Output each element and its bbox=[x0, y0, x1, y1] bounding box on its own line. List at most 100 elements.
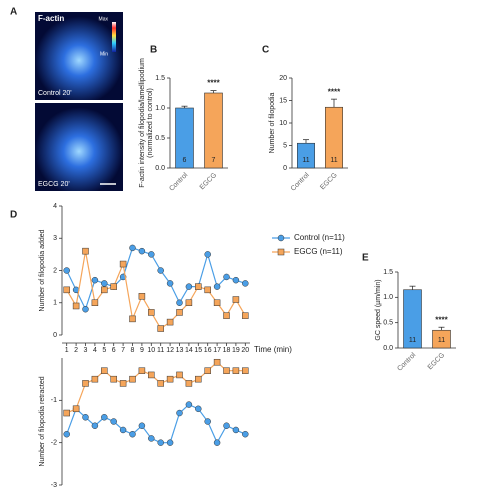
marker bbox=[213, 299, 221, 306]
x-tick-label: 3 bbox=[84, 347, 88, 354]
y-tick-label: 0 bbox=[283, 165, 287, 172]
y-tick-label: 0.5 bbox=[383, 320, 393, 327]
y-tick-label: 3 bbox=[53, 235, 57, 242]
marker bbox=[148, 251, 155, 258]
marker bbox=[63, 286, 70, 294]
color-scale bbox=[112, 22, 116, 52]
marker bbox=[232, 367, 240, 374]
legend-marker bbox=[277, 248, 285, 256]
x-tick-label: 19 bbox=[232, 347, 240, 354]
x-tick-label: 9 bbox=[140, 347, 144, 354]
marker bbox=[110, 283, 117, 290]
marker bbox=[223, 367, 230, 374]
marker bbox=[195, 405, 202, 413]
marker bbox=[129, 430, 136, 438]
marker bbox=[63, 430, 70, 438]
y-axis-label: Number of filopodia retracted bbox=[39, 376, 46, 466]
y-tick-label: 1.5 bbox=[155, 75, 165, 82]
marker bbox=[138, 293, 146, 300]
x-tick-label: 7 bbox=[121, 347, 125, 354]
marker bbox=[148, 435, 155, 442]
marker bbox=[213, 283, 221, 290]
marker bbox=[176, 309, 183, 316]
marker bbox=[129, 244, 136, 252]
marker bbox=[185, 283, 193, 290]
marker bbox=[72, 405, 80, 413]
bar bbox=[297, 142, 315, 169]
x-tick-label: 17 bbox=[213, 347, 221, 354]
n-label: 7 bbox=[212, 157, 216, 164]
marker bbox=[91, 276, 99, 284]
y-tick-label: 0.0 bbox=[155, 165, 165, 172]
image-label: EGCG 20' bbox=[38, 181, 70, 188]
marker bbox=[138, 247, 146, 255]
x-tick-label: 12 bbox=[166, 347, 174, 354]
y-tick-label: 10 bbox=[279, 120, 287, 127]
y-tick-label: 1 bbox=[53, 300, 57, 307]
marker bbox=[185, 299, 193, 306]
y-tick-label: -2 bbox=[51, 440, 57, 447]
n-label: 11 bbox=[302, 157, 309, 164]
x-tick-label: 2 bbox=[74, 347, 78, 354]
marker bbox=[213, 439, 221, 446]
n-label: 6 bbox=[183, 157, 187, 164]
marker bbox=[195, 283, 202, 290]
x-tick-label: Control bbox=[396, 351, 417, 372]
panel-label: D bbox=[10, 210, 17, 221]
y-axis-label: GC speed (µm/min) bbox=[375, 279, 382, 340]
x-tick-label: 11 bbox=[157, 347, 164, 354]
scale-max: Max bbox=[99, 16, 109, 22]
micrograph bbox=[35, 103, 123, 191]
marker bbox=[185, 401, 193, 408]
y-axis-label: (normalized to control) bbox=[147, 88, 154, 158]
x-tick-label: 14 bbox=[185, 347, 193, 354]
marker bbox=[63, 267, 70, 274]
marker bbox=[101, 414, 108, 421]
marker bbox=[91, 299, 99, 306]
y-tick-label: 2 bbox=[53, 267, 57, 274]
x-axis-label: Time (min) bbox=[254, 345, 292, 354]
marker bbox=[176, 299, 183, 306]
y-axis-label: Number of filopodia added bbox=[39, 229, 46, 311]
marker bbox=[242, 280, 249, 287]
marker bbox=[91, 422, 99, 429]
marker bbox=[138, 367, 146, 374]
x-tick-label: 6 bbox=[112, 347, 116, 354]
marker bbox=[242, 312, 249, 319]
x-tick-label: Control bbox=[290, 171, 311, 192]
x-tick-label: Control bbox=[168, 171, 189, 192]
series-line bbox=[66, 361, 246, 414]
x-tick-label: 10 bbox=[147, 347, 155, 354]
marker bbox=[138, 422, 146, 429]
bar bbox=[403, 289, 422, 349]
y-tick-label: 15 bbox=[279, 97, 287, 104]
marker bbox=[166, 375, 174, 383]
marker bbox=[204, 418, 211, 425]
marker bbox=[157, 267, 164, 274]
marker bbox=[157, 380, 164, 387]
marker bbox=[148, 371, 155, 379]
bar bbox=[325, 106, 343, 169]
marker bbox=[223, 312, 230, 319]
marker bbox=[204, 367, 211, 374]
significance: **** bbox=[207, 79, 220, 88]
marker bbox=[119, 426, 127, 434]
panel-label: B bbox=[150, 45, 157, 56]
bar bbox=[204, 92, 223, 169]
marker bbox=[148, 309, 155, 316]
marker bbox=[82, 305, 89, 313]
n-label: 11 bbox=[438, 337, 445, 344]
marker bbox=[204, 251, 211, 258]
x-tick-label: 20 bbox=[241, 347, 249, 354]
legend-label: EGCG (n=11) bbox=[294, 247, 343, 256]
x-tick-label: EGCG bbox=[319, 172, 339, 192]
x-tick-label: EGCG bbox=[427, 352, 447, 372]
scale-min: Min bbox=[100, 51, 108, 57]
y-tick-label: 5 bbox=[283, 142, 287, 149]
bar bbox=[432, 329, 451, 349]
micrograph bbox=[35, 12, 123, 100]
y-tick-label: 1.5 bbox=[383, 269, 393, 276]
x-tick-label: 4 bbox=[93, 347, 97, 354]
marker bbox=[119, 260, 127, 268]
marker bbox=[213, 358, 221, 366]
